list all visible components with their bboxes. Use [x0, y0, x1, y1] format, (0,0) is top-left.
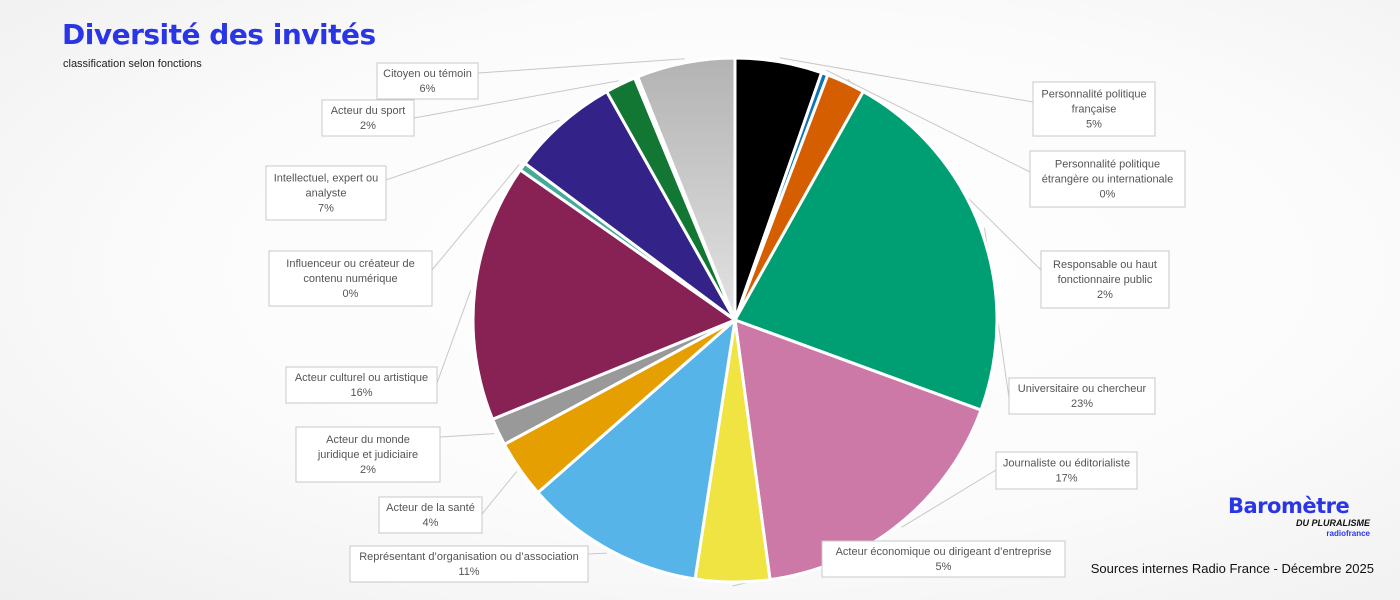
- leader-line: [481, 471, 517, 515]
- leader-line: [779, 57, 1034, 103]
- leader-line: [901, 469, 997, 528]
- leader-line: [825, 69, 1031, 173]
- data-label-text: Intellectuel, expert ou: [274, 173, 379, 185]
- data-label-text: Acteur du monde: [326, 434, 410, 446]
- data-label-text: française: [1072, 104, 1117, 116]
- data-label-percent: 5%: [936, 561, 952, 573]
- logo-title: Baromètre: [1228, 494, 1350, 518]
- data-label-text: fonctionnaire public: [1058, 274, 1153, 286]
- data-label-percent: 0%: [343, 288, 359, 300]
- chart-subtitle: classification selon fonctions: [63, 58, 202, 70]
- label-box: [295, 426, 441, 483]
- label-box: [349, 545, 589, 583]
- data-label-percent: 6%: [420, 83, 436, 95]
- label-box: [321, 99, 415, 137]
- data-label-percent: 11%: [458, 566, 479, 578]
- label-box: [821, 540, 1066, 578]
- data-label-percent: 2%: [360, 464, 376, 476]
- data-label-percent: 17%: [1055, 473, 1077, 485]
- pie-slice: [471, 168, 737, 421]
- barometre-logo: Baromètre DU PLURALISME radiofrance: [1222, 494, 1380, 544]
- leader-line: [385, 119, 560, 181]
- leader-line: [436, 290, 472, 384]
- data-label-text: Influenceur ou créateur de: [286, 258, 414, 270]
- leader-line: [439, 433, 495, 438]
- chart-title: Diversité des invités: [62, 18, 376, 51]
- label-box: [1008, 377, 1156, 415]
- leader-line: [431, 163, 520, 271]
- data-label-text: Universitaire ou chercheur: [1018, 383, 1147, 395]
- data-label-text: analyste: [306, 188, 347, 200]
- source-note: Sources internes Radio France - Décembre…: [1090, 561, 1374, 576]
- pie-slice: [733, 318, 983, 582]
- label-box: [265, 165, 387, 221]
- data-label-text: juridique et judiciaire: [317, 449, 418, 461]
- label-box: [376, 62, 479, 100]
- data-label-text: Personnalité politique: [1055, 159, 1160, 171]
- data-label-percent: 16%: [350, 387, 372, 399]
- data-label-text: Journaliste ou éditorialiste: [1003, 458, 1130, 470]
- data-label-percent: 2%: [1097, 289, 1113, 301]
- data-label-text: Acteur culturel ou artistique: [295, 372, 428, 384]
- pie-slice: [523, 90, 737, 322]
- data-label-text: Personnalité politique: [1041, 89, 1146, 101]
- data-label-percent: 2%: [360, 120, 376, 132]
- data-label-text: Citoyen ou témoin: [383, 68, 472, 80]
- data-label-text: Représentant d’organisation ou d’associa…: [359, 551, 579, 563]
- pie-slice: [636, 56, 737, 322]
- label-box: [995, 451, 1138, 490]
- leader-line: [413, 80, 619, 119]
- data-label-text: Responsable ou haut: [1053, 259, 1157, 271]
- logo-subtitle: DU PLURALISME: [1296, 518, 1370, 528]
- data-label-percent: 5%: [1086, 119, 1102, 131]
- data-label-text: contenu numérique: [303, 273, 397, 285]
- pie-slice: [733, 90, 999, 412]
- label-box: [285, 366, 438, 404]
- data-label-text: Acteur de la santé: [386, 502, 475, 514]
- label-box: [268, 250, 433, 307]
- data-label-text: étrangère ou internationale: [1042, 174, 1173, 186]
- data-label-percent: 23%: [1071, 398, 1093, 410]
- pie-slice: [536, 318, 737, 581]
- label-box: [1032, 81, 1156, 137]
- leader-line: [477, 58, 685, 74]
- logo-brand: radiofrance: [1326, 529, 1370, 538]
- data-label-percent: 0%: [1100, 189, 1116, 201]
- data-label-percent: 4%: [423, 517, 439, 529]
- data-label-percent: 7%: [318, 203, 334, 215]
- label-box: [378, 496, 483, 534]
- data-label-text: Acteur du sport: [331, 105, 406, 117]
- label-box: [1040, 250, 1170, 309]
- label-box: [1029, 150, 1186, 208]
- data-label-text: Acteur économique ou dirigeant d’entrepr…: [836, 546, 1052, 558]
